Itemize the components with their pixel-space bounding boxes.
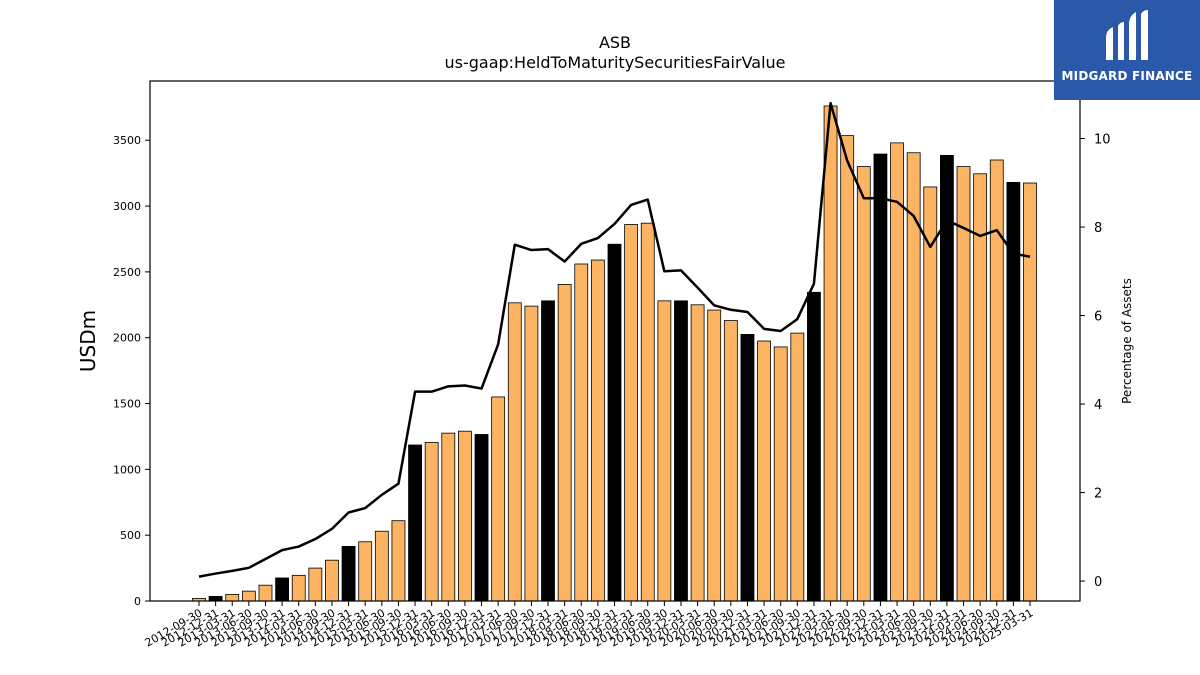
bar-2023-06-30 bbox=[906, 152, 921, 602]
bar-2012-12-31 bbox=[208, 595, 223, 602]
bar-2019-06-30 bbox=[640, 222, 655, 602]
y-tick-label: 2000 bbox=[113, 332, 141, 345]
left-y-axis: 0 500 1000 1500 2000 2500 3000 3500 bbox=[113, 134, 150, 608]
chart-title: ASB bbox=[599, 33, 631, 52]
bar-2018-12-31 bbox=[607, 243, 622, 602]
y-axis-label: USDm bbox=[76, 310, 100, 372]
bar-2018-03-31 bbox=[557, 283, 572, 602]
bar-2017-12-31 bbox=[541, 300, 555, 602]
y-tick-label: 1000 bbox=[113, 463, 141, 476]
y2-tick-label: 8 bbox=[1094, 221, 1102, 236]
chart-subtitle: us-gaap:HeldToMaturitySecuritiesFairValu… bbox=[444, 53, 785, 72]
bar-2016-03-31 bbox=[424, 441, 439, 602]
y-tick-label: 3000 bbox=[113, 200, 141, 213]
bar-2021-12-31 bbox=[807, 291, 821, 602]
bar-2018-09-30 bbox=[590, 259, 605, 602]
y-tick-label: 2500 bbox=[113, 266, 141, 279]
y-tick-label: 1500 bbox=[113, 398, 141, 411]
bar-2014-09-30 bbox=[325, 559, 339, 602]
bar-2020-06-30 bbox=[707, 309, 722, 602]
bar-2021-03-31 bbox=[757, 340, 771, 602]
midgard-m-logo-icon bbox=[1106, 10, 1148, 60]
right-y-axis: 0 2 4 6 8 10 bbox=[1080, 133, 1111, 590]
bar-2013-06-30 bbox=[241, 590, 256, 602]
y2-tick-label: 6 bbox=[1094, 310, 1102, 325]
bar-2013-12-31 bbox=[275, 577, 290, 602]
pct-assets-line-layer bbox=[198, 101, 1031, 578]
bar-2017-06-30 bbox=[507, 302, 522, 602]
bar-2015-12-31 bbox=[408, 444, 422, 602]
bar-2019-09-30 bbox=[657, 300, 672, 602]
pct-assets-line bbox=[198, 101, 1031, 578]
bar-2021-09-30 bbox=[790, 332, 805, 602]
y2-tick-label: 4 bbox=[1094, 398, 1102, 413]
y-tick-label: 0 bbox=[134, 595, 141, 608]
bar-2024-06-30 bbox=[973, 173, 988, 602]
bar-2015-03-31 bbox=[358, 541, 373, 602]
bar-2013-09-30 bbox=[258, 584, 273, 602]
bar-2014-12-31 bbox=[341, 545, 356, 602]
bar-2019-03-31 bbox=[624, 224, 639, 602]
bar-2024-09-30 bbox=[989, 159, 1004, 602]
y2-axis-label: Percentage of Assets bbox=[1120, 278, 1134, 404]
brand-name: MIDGARD FINANCE bbox=[1061, 69, 1193, 83]
bar-2022-06-30 bbox=[840, 135, 855, 602]
bar-2024-03-31 bbox=[956, 166, 971, 602]
bar-2023-09-30 bbox=[923, 186, 938, 602]
bar-2025-03-31 bbox=[1023, 182, 1037, 602]
y-tick-label: 3500 bbox=[113, 134, 141, 147]
bar-2021-06-30 bbox=[773, 346, 788, 602]
bar-2013-03-31 bbox=[225, 594, 240, 602]
bar-2019-12-31 bbox=[674, 300, 688, 602]
bar-2016-12-31 bbox=[474, 434, 489, 602]
bars-layer bbox=[192, 105, 1037, 602]
y2-tick-label: 10 bbox=[1094, 133, 1111, 148]
midgard-finance-logo: MIDGARD FINANCE bbox=[1054, 0, 1200, 100]
bar-2020-09-30 bbox=[723, 320, 738, 602]
bar-2023-03-31 bbox=[890, 142, 904, 602]
bar-2014-03-31 bbox=[291, 574, 306, 602]
bar-2020-03-31 bbox=[690, 304, 705, 602]
bar-2017-09-30 bbox=[524, 305, 539, 602]
bar-2016-06-30 bbox=[441, 432, 456, 602]
bar-2022-12-31 bbox=[873, 153, 888, 602]
bar-2015-06-30 bbox=[374, 530, 389, 602]
bar-2020-12-31 bbox=[740, 334, 755, 602]
y2-tick-label: 0 bbox=[1094, 575, 1102, 590]
x-axis: 2012-09-302012-12-312013-03-312013-06-30… bbox=[143, 601, 1036, 650]
bar-2014-06-30 bbox=[308, 567, 323, 602]
bar-2015-09-30 bbox=[391, 520, 406, 602]
y2-tick-label: 2 bbox=[1094, 487, 1102, 502]
bar-2022-09-30 bbox=[856, 166, 871, 602]
bar-2018-06-30 bbox=[574, 263, 589, 602]
bar-2022-03-31 bbox=[823, 105, 838, 602]
y-tick-label: 500 bbox=[120, 529, 141, 542]
bar-2017-03-31 bbox=[491, 396, 506, 602]
bar-2016-09-30 bbox=[458, 430, 472, 602]
